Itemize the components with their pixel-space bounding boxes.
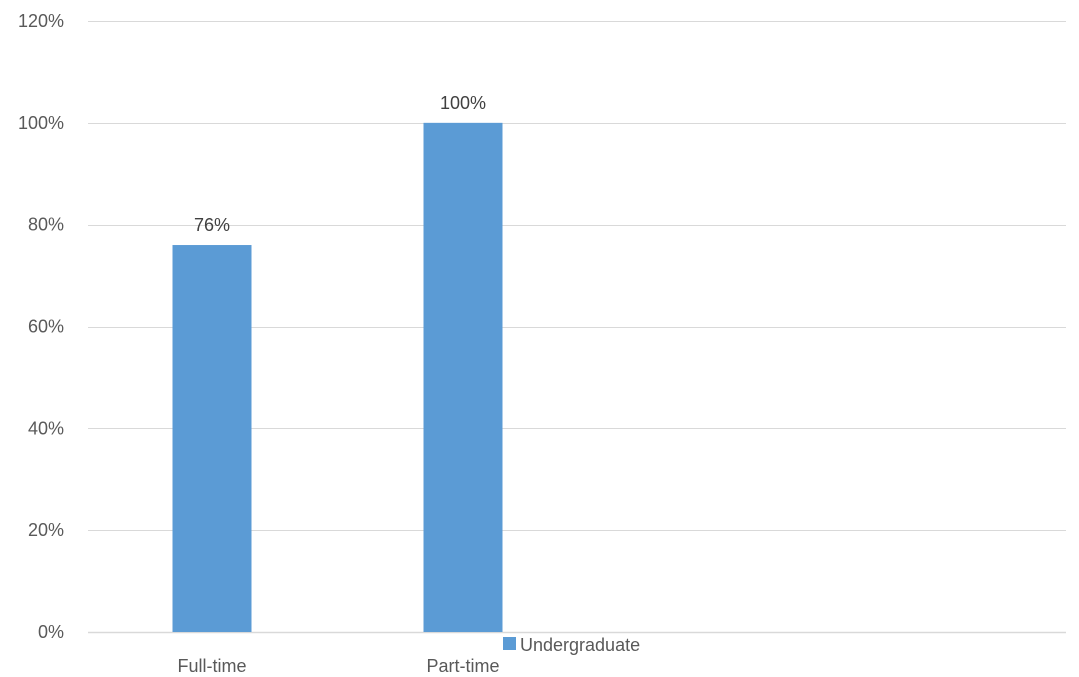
- data-label: 100%: [440, 93, 486, 113]
- x-tick-label: Part-time: [426, 656, 499, 676]
- x-axis-tick-labels: Full-time Part-time: [177, 656, 499, 676]
- x-tick-label: Full-time: [177, 656, 246, 676]
- bars: [172, 122, 503, 633]
- bar-full-time: [172, 245, 252, 633]
- y-tick-label: 120%: [18, 11, 64, 31]
- y-tick-label: 40%: [28, 418, 64, 438]
- data-labels: 76% 100%: [194, 93, 486, 235]
- y-tick-label: 0%: [38, 622, 64, 642]
- bar-part-time: [423, 122, 503, 632]
- y-tick-label: 60%: [28, 317, 64, 337]
- legend-label-undergraduate: Undergraduate: [520, 635, 640, 655]
- legend-swatch-undergraduate: [503, 637, 516, 650]
- y-tick-label: 20%: [28, 520, 64, 540]
- y-tick-label: 80%: [28, 215, 64, 235]
- y-tick-label: 100%: [18, 113, 64, 133]
- data-label: 76%: [194, 215, 230, 235]
- legend: Undergraduate: [503, 635, 640, 655]
- y-axis-tick-labels: 0% 20% 40% 60% 80% 100% 120%: [18, 11, 64, 642]
